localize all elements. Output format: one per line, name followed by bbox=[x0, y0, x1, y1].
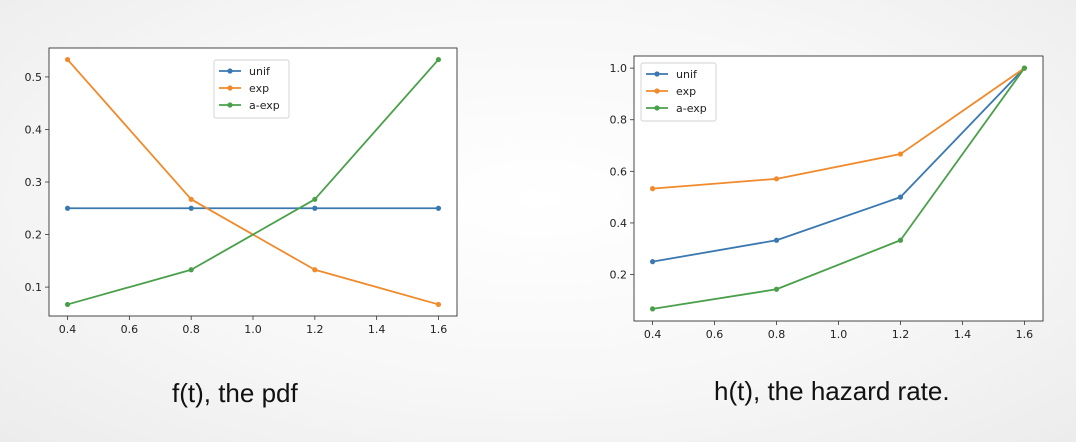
x-tick-label: 1.2 bbox=[306, 323, 324, 336]
data-point-exp bbox=[897, 151, 904, 157]
data-point-a-exp bbox=[312, 196, 318, 202]
series-line-exp bbox=[652, 67, 1025, 190]
series-line-a-exp bbox=[67, 58, 440, 306]
y-tick-label: 0.2 bbox=[610, 269, 628, 282]
y-tick-label: 0.4 bbox=[25, 123, 43, 136]
series-line-unif bbox=[652, 67, 1026, 263]
x-tick-label: 1.0 bbox=[830, 328, 848, 341]
data-point-exp bbox=[188, 196, 194, 202]
x-tick-label: 1.4 bbox=[368, 323, 386, 336]
legend-box bbox=[640, 62, 717, 122]
legend-marker-a-exp bbox=[227, 102, 233, 108]
data-point-a-exp bbox=[773, 286, 780, 292]
data-point-exp bbox=[435, 301, 442, 308]
data-point-a-exp bbox=[64, 301, 71, 308]
legend-label-a-exp: a-exp bbox=[676, 102, 707, 115]
x-tick-label: 0.8 bbox=[768, 328, 786, 341]
data-point-unif bbox=[188, 205, 194, 211]
legend-marker-unif bbox=[654, 71, 660, 77]
data-point-a-exp bbox=[897, 237, 904, 243]
data-point-unif bbox=[649, 259, 656, 265]
legend-marker-exp bbox=[227, 85, 233, 91]
data-point-unif bbox=[64, 205, 71, 211]
data-point-unif bbox=[897, 194, 904, 200]
pdf-chart: 0.4 0.6 0.8 1.0 1.2 1.4 1.6 0.1 0.2 0.3 0.4 0.5 unif… bbox=[25, 47, 458, 336]
x-tick-label: 1.6 bbox=[1016, 328, 1034, 341]
data-point-unif bbox=[312, 205, 318, 211]
y-tick-label: 0.4 bbox=[610, 217, 628, 230]
series-line-a-exp bbox=[652, 67, 1026, 310]
legend-label-unif: unif bbox=[249, 65, 271, 78]
hazard-rate-caption: h(t), the hazard rate. bbox=[714, 376, 950, 406]
legend-box bbox=[213, 59, 290, 119]
pdf-caption: f(t), the pdf bbox=[172, 378, 298, 408]
y-tick-label: 1.0 bbox=[610, 62, 628, 75]
data-point-a-exp bbox=[1021, 65, 1028, 71]
legend-label-unif: unif bbox=[676, 68, 698, 81]
x-tick-label: 1.0 bbox=[244, 323, 262, 336]
data-point-exp bbox=[649, 186, 656, 192]
x-tick-label: 0.4 bbox=[644, 328, 662, 341]
legend-label-exp: exp bbox=[676, 85, 696, 98]
hazard-rate-chart: 0.4 0.6 0.8 1.0 1.2 1.4 1.6 0.2 0.4 0.6 0.8 1.0 unif… bbox=[610, 55, 1044, 341]
y-tick-label: 0.8 bbox=[610, 114, 628, 127]
legend-marker-unif bbox=[227, 68, 233, 74]
legend-label-exp: exp bbox=[249, 82, 269, 95]
data-point-a-exp bbox=[435, 56, 442, 63]
data-point-exp bbox=[773, 176, 780, 182]
data-point-unif bbox=[773, 237, 780, 243]
data-point-exp bbox=[312, 267, 318, 273]
y-tick-label: 0.5 bbox=[25, 71, 43, 84]
x-tick-label: 1.4 bbox=[954, 328, 972, 341]
data-point-unif bbox=[435, 205, 442, 211]
data-point-exp bbox=[64, 56, 71, 63]
y-tick-label: 0.6 bbox=[610, 165, 628, 178]
y-tick-label: 0.2 bbox=[25, 229, 43, 242]
data-point-a-exp bbox=[649, 306, 656, 312]
y-tick-label: 0.1 bbox=[25, 281, 43, 294]
x-tick-label: 0.8 bbox=[182, 323, 200, 336]
legend-marker-a-exp bbox=[654, 105, 660, 111]
legend-label-a-exp: a-exp bbox=[249, 99, 280, 112]
data-point-a-exp bbox=[188, 267, 194, 273]
x-tick-label: 0.6 bbox=[706, 328, 724, 341]
x-tick-label: 1.6 bbox=[430, 323, 448, 336]
x-tick-label: 0.4 bbox=[59, 323, 77, 336]
x-tick-label: 1.2 bbox=[892, 328, 910, 341]
y-tick-label: 0.3 bbox=[25, 176, 43, 189]
x-tick-label: 0.6 bbox=[121, 323, 139, 336]
legend-marker-exp bbox=[654, 88, 660, 94]
